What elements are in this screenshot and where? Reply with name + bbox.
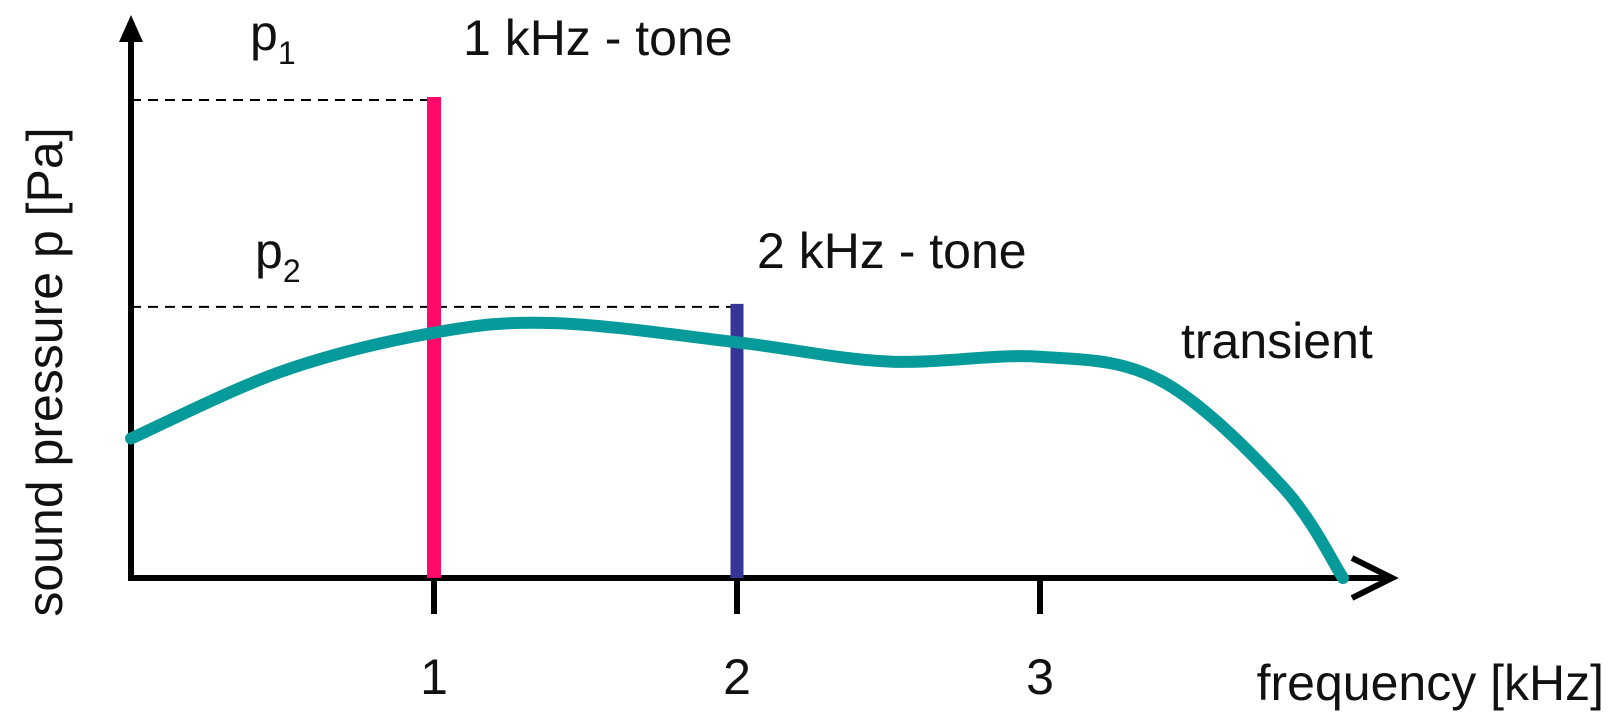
- series-label-transient: transient: [1181, 313, 1373, 369]
- transient-curve: [125, 316, 1349, 584]
- tone-label-2khz: 2 kHz - tone: [757, 223, 1027, 279]
- x-tick-label-3: 3: [1026, 649, 1054, 705]
- p1-label: p1: [250, 5, 296, 71]
- x-axis-arrowhead: [1350, 555, 1399, 601]
- y-axis-label: sound pressure p [Pa]: [17, 127, 73, 616]
- x-tick-label-2: 2: [723, 649, 751, 705]
- y-axis-arrowhead: [119, 15, 143, 42]
- x-tick-label-1: 1: [420, 649, 448, 705]
- tone-label-1khz: 1 kHz - tone: [463, 10, 733, 66]
- p2-label: p2: [255, 223, 301, 289]
- x-axis-label: frequency [kHz]: [1257, 655, 1604, 711]
- x-ticks: 1 2 3: [420, 578, 1054, 705]
